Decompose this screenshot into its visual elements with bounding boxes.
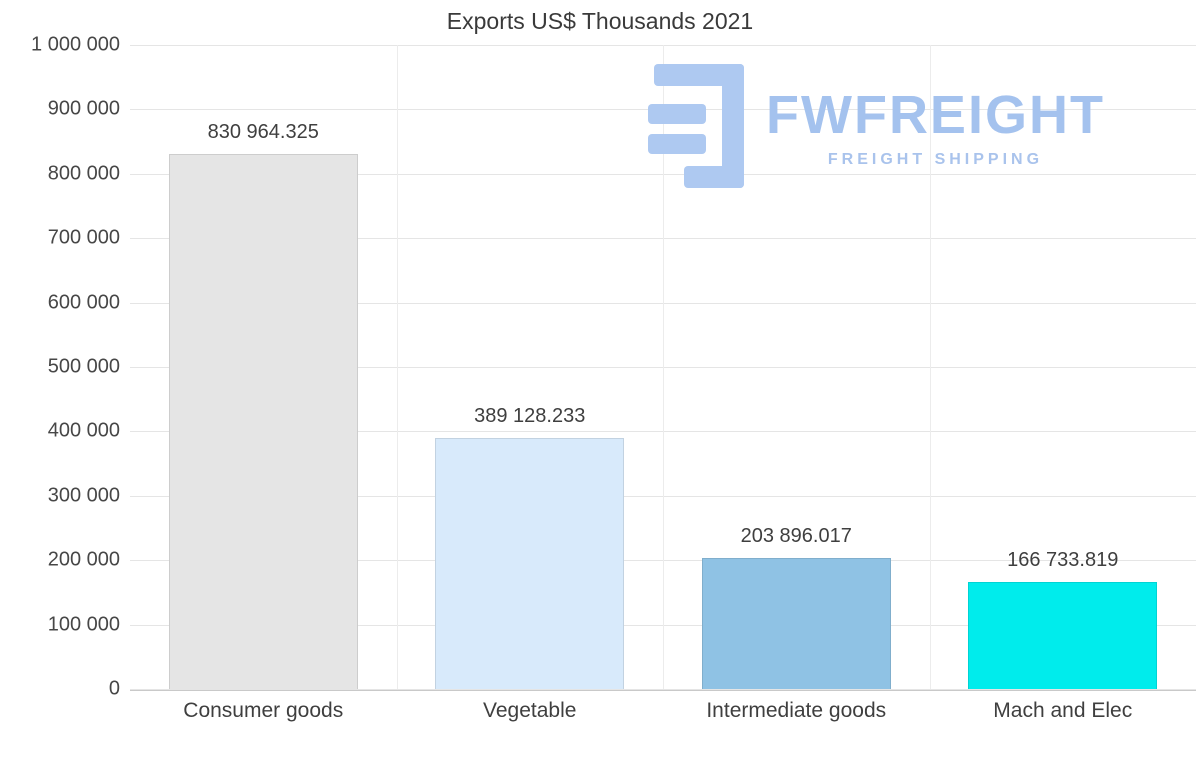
y-tick-label: 1 000 000 [31, 33, 120, 56]
y-tick-label: 800 000 [47, 162, 120, 185]
x-axis: Consumer goods Vegetable Intermediate good… [130, 699, 1196, 739]
bar-value-intermediate-goods: 203 896.017 [740, 524, 852, 547]
chart-title: Exports US$ Thousands 2021 [446, 8, 754, 34]
x-tick-label-intermediate-goods: Intermediate goods [706, 699, 887, 722]
y-axis: 0 100 000 200 000 300 000 400 000 500 000 600 … [0, 34, 122, 700]
bar-value-consumer-goods: 830 964.325 [207, 120, 319, 143]
bar-value-vegetable: 389 128.233 [474, 405, 586, 428]
y-tick-label: 0 [108, 677, 120, 700]
y-tick-label: 600 000 [47, 291, 120, 314]
y-tick-label: 100 000 [47, 613, 120, 636]
bar-mach-and-elec [968, 581, 1158, 689]
x-tick-label-consumer-goods: Consumer goods [183, 699, 344, 722]
y-tick-label: 500 000 [47, 355, 120, 378]
gridline [396, 45, 398, 689]
y-tick-label: 700 000 [47, 226, 120, 249]
x-tick-label-mach-and-elec: Mach and Elec [993, 699, 1133, 722]
bar-intermediate-goods [701, 557, 891, 689]
gridline [663, 45, 664, 689]
plot-area: 830 964.325 389 128.233 203 896.017 166 733… [130, 45, 1196, 691]
bar-consumer-goods [168, 153, 358, 689]
y-tick-label: 300 000 [47, 484, 120, 507]
x-tick-label-vegetable: Vegetable [483, 699, 577, 722]
y-tick-label: 900 000 [47, 97, 120, 120]
y-tick-label: 200 000 [47, 548, 120, 571]
bar-value-mach-and-elec: 166 733.819 [1007, 548, 1119, 571]
gridline [929, 45, 931, 689]
bar-vegetable [435, 438, 625, 689]
y-tick-label: 400 000 [47, 419, 120, 442]
gridline [130, 689, 1196, 690]
